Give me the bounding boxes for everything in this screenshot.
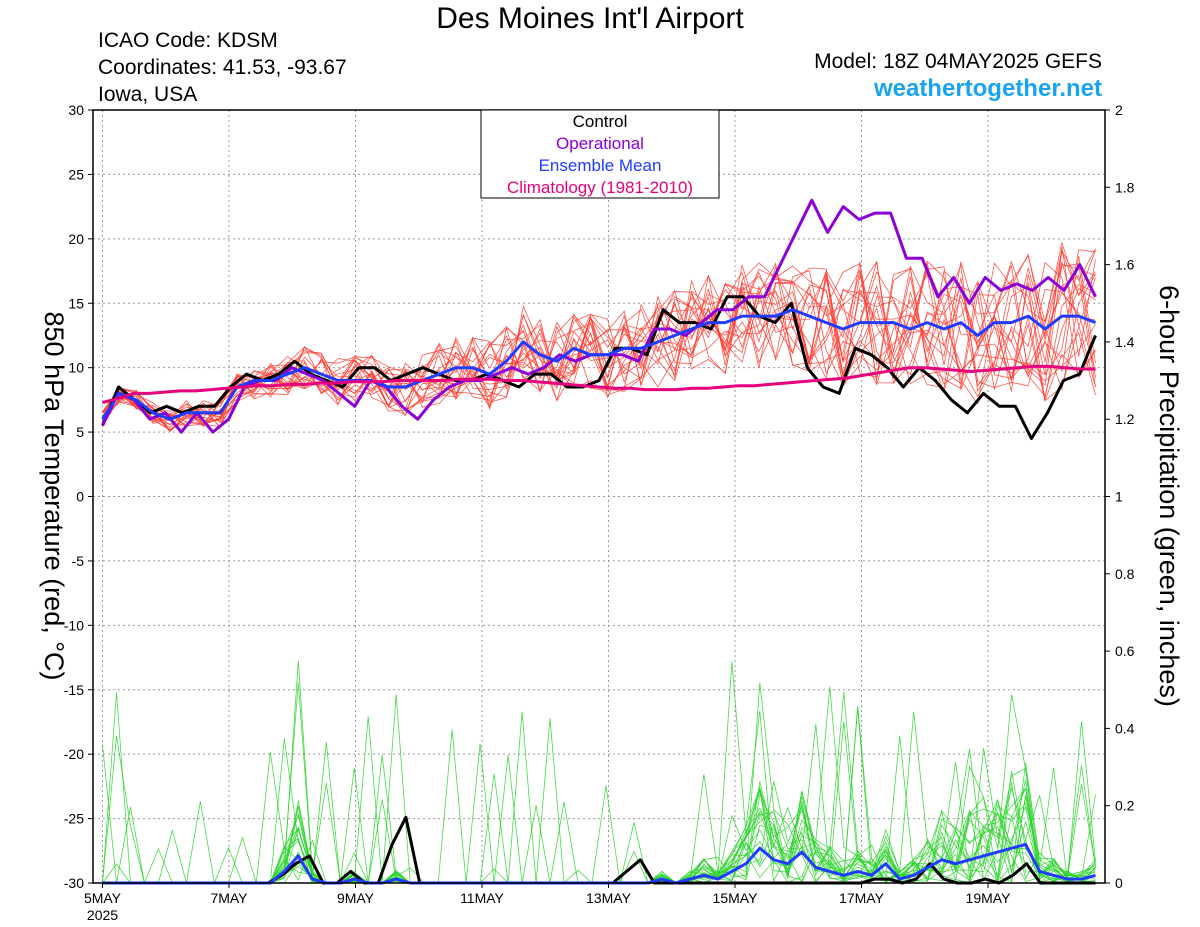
- legend-entry: Climatology (1981-2010): [507, 178, 693, 197]
- series-control: [101, 295, 1097, 440]
- y-tick-label-left: -30: [64, 875, 84, 891]
- member-precip-line: [102, 682, 1096, 884]
- legend-entry: Control: [573, 112, 628, 131]
- y-tick-label-left: 0: [76, 489, 84, 505]
- x-tick-label: 7MAY: [210, 890, 248, 906]
- x-tick-label: 11MAY: [460, 890, 504, 906]
- member-temp-line: [102, 264, 1096, 428]
- y-tick-label-right: 1.2: [1115, 411, 1135, 427]
- y-tick-label-right: 2: [1115, 102, 1123, 118]
- series-ensemble-mean: [101, 308, 1097, 421]
- location: Iowa, USA: [98, 83, 198, 106]
- y-tick-label-left: -10: [64, 617, 84, 633]
- y-tick-label-left: -25: [64, 811, 84, 827]
- ensemble-members: [102, 241, 1096, 884]
- legend-entry: Ensemble Mean: [539, 156, 662, 175]
- x-tick-label: 19MAY: [966, 890, 1012, 906]
- series-lines: [101, 198, 1097, 885]
- legend: Control Operational Ensemble Mean Climatolo…: [480, 109, 720, 199]
- y-tick-label-right: 1.4: [1115, 334, 1135, 350]
- site-link[interactable]: weathertogether.net: [873, 75, 1102, 102]
- member-temp-line: [102, 262, 1096, 431]
- y-tick-label-left: 10: [68, 360, 84, 376]
- member-temp-line: [102, 241, 1096, 431]
- x-tick-sublabel: 2025: [87, 907, 118, 923]
- series-operational: [101, 198, 1097, 434]
- legend-box: [480, 109, 720, 199]
- y-tick-label-right: 0.8: [1115, 566, 1135, 582]
- y-axis-label-left: 850 hPa Temperature (red, °C): [39, 312, 69, 681]
- y-tick-label-right: 0.6: [1115, 643, 1135, 659]
- y-tick-label-right: 0: [1115, 875, 1123, 891]
- member-temp-line: [102, 250, 1096, 425]
- y-tick-label-left: -20: [64, 746, 84, 762]
- y-tick-label-right: 1.6: [1115, 257, 1135, 273]
- legend-entry: Operational: [556, 134, 644, 153]
- icao-code: ICAO Code: KDSM: [98, 29, 278, 52]
- x-tick-label: 17MAY: [839, 890, 885, 906]
- member-precip-line: [102, 660, 1096, 884]
- x-tick-label: 13MAY: [586, 890, 632, 906]
- y-tick-label-left: 30: [68, 102, 84, 118]
- y-tick-label-left: 15: [68, 295, 84, 311]
- gridlines: [93, 109, 1105, 884]
- chart-title: Des Moines Int'l Airport: [436, 2, 744, 35]
- member-precip-line: [102, 661, 1096, 884]
- coordinates: Coordinates: 41.53, -93.67: [98, 56, 347, 79]
- y-axis-label-right: 6-hour Precipitation (green, inches): [1154, 285, 1184, 707]
- y-tick-label-right: 0.4: [1115, 720, 1135, 736]
- y-tick-label-left: -15: [64, 682, 84, 698]
- y-tick-label-left: 25: [68, 166, 84, 182]
- y-tick-label-left: 5: [76, 424, 84, 440]
- series-climatology-1981-2010-: [102, 364, 1096, 404]
- model-run: Model: 18Z 04MAY2025 GEFS: [814, 50, 1102, 73]
- member-temp-line: [102, 266, 1096, 426]
- x-tick-label: 9MAY: [337, 890, 375, 906]
- member-precip-line: [102, 721, 1096, 884]
- axis-ticks: 302520151050-5-10-15-20-25-3021.81.61.41…: [64, 102, 1135, 923]
- y-tick-label-left: 20: [68, 231, 84, 247]
- y-tick-label-right: 1: [1115, 489, 1123, 505]
- y-tick-label-right: 1.8: [1115, 179, 1135, 195]
- x-tick-label: 15MAY: [713, 890, 759, 906]
- y-tick-label-left: -5: [72, 553, 85, 569]
- member-temp-line: [102, 248, 1096, 427]
- x-tick-label: 5MAY: [84, 890, 122, 906]
- y-tick-label-right: 0.2: [1115, 798, 1135, 814]
